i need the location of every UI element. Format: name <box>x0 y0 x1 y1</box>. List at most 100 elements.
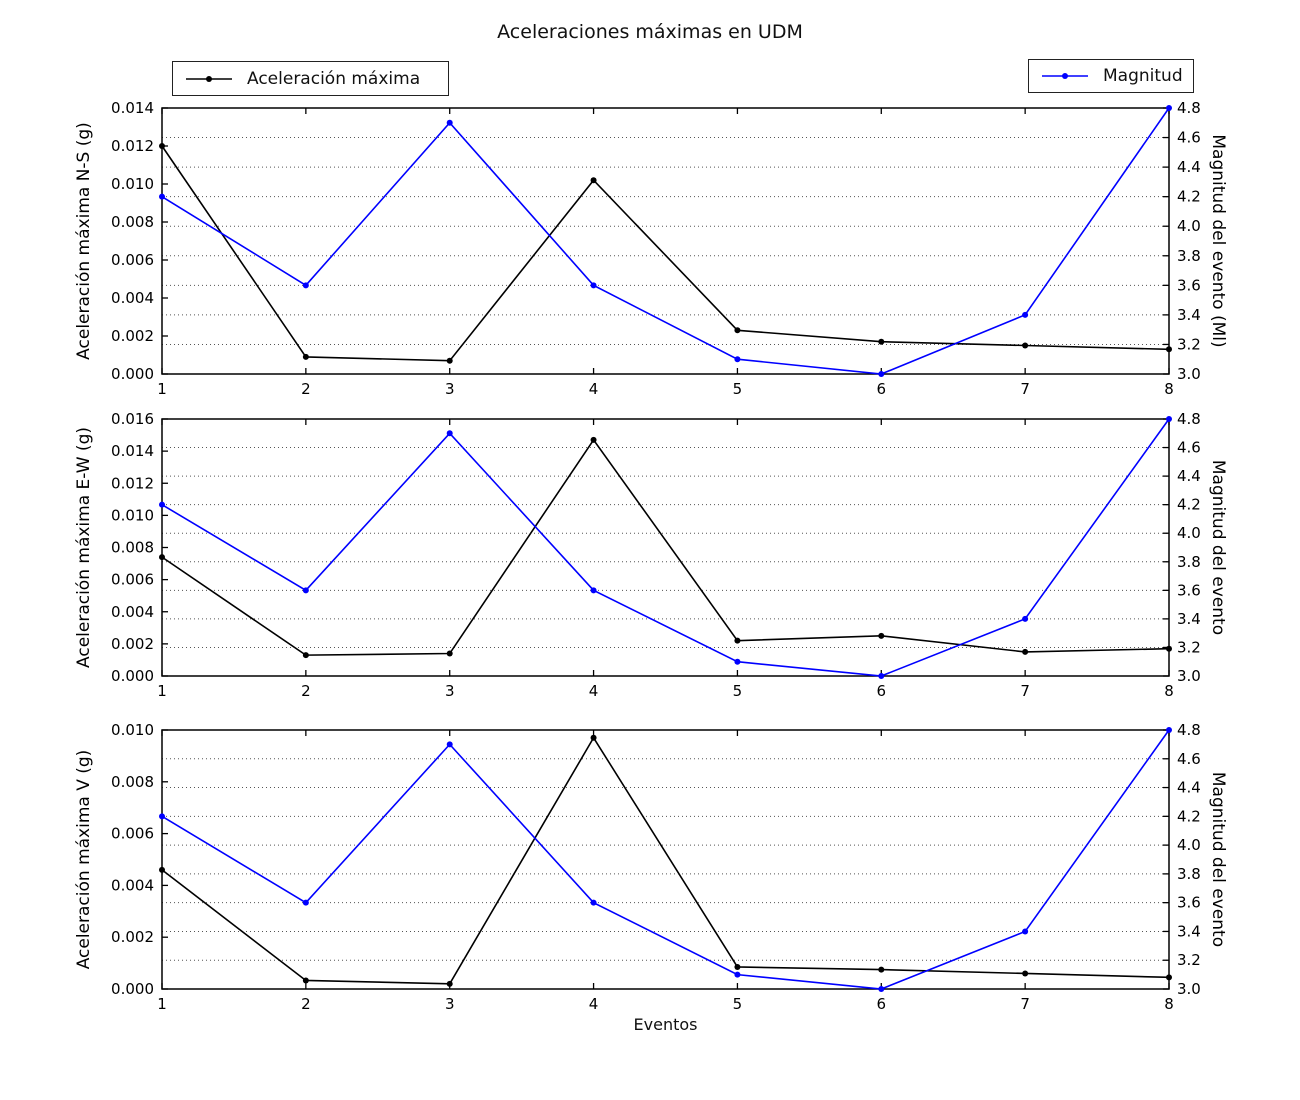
axes-frame <box>161 418 1170 677</box>
y-tick-label-right: 4.0 <box>1177 524 1201 542</box>
aceleracion-line <box>161 145 1170 362</box>
y-tick-label-left: 0.008 <box>111 539 154 557</box>
y-tick-label-left: 0.000 <box>111 980 154 998</box>
y-tick-label-left: 0.004 <box>111 603 154 621</box>
y-tick-label-left: 0.006 <box>111 825 154 843</box>
y-tick-label-right: 4.8 <box>1177 410 1201 428</box>
x-tick-label: 7 <box>1020 380 1030 398</box>
y-tick-label-left: 0.012 <box>111 474 154 492</box>
x-tick-label: 6 <box>877 682 887 700</box>
aceleracion-marker <box>1166 346 1172 353</box>
magnitud-marker <box>878 986 885 992</box>
y-tick-label-right: 3.2 <box>1177 638 1201 656</box>
y-tick-label-right: 4.6 <box>1177 129 1201 147</box>
y-tick-label-right: 4.8 <box>1177 99 1201 117</box>
aceleracion-marker <box>302 977 309 984</box>
magnitud-marker <box>1166 105 1172 111</box>
legend-magnitud: Magnitud <box>1028 59 1194 93</box>
y-tick-label-right: 4.4 <box>1177 467 1201 485</box>
x-tick-label: 1 <box>157 682 167 700</box>
magnitud-marker <box>590 282 597 289</box>
magnitud-marker <box>302 899 309 906</box>
x-tick-label: 6 <box>877 380 887 398</box>
y-tick-label-left: 0.000 <box>111 667 154 685</box>
aceleracion-marker <box>302 353 309 360</box>
magnitud-marker <box>446 119 453 126</box>
y-tick-label-left: 0.000 <box>111 365 154 383</box>
aceleracion-marker <box>734 637 741 644</box>
y-tick-label-left: 0.004 <box>111 289 154 307</box>
aceleracion-marker <box>590 436 597 443</box>
aceleracion-marker <box>1022 648 1029 655</box>
axes-frame <box>161 107 1170 375</box>
magnitud-marker <box>1022 311 1029 318</box>
magnitud-marker <box>302 282 309 289</box>
x-tick-label: 3 <box>445 380 455 398</box>
legend-accel-marker <box>206 75 212 82</box>
y-tick-label-left: 0.014 <box>111 99 154 117</box>
y-tick-label-right: 4.6 <box>1177 439 1201 457</box>
aceleracion-marker <box>446 650 453 657</box>
x-tick-label: 5 <box>733 995 743 1013</box>
aceleracion-marker <box>1166 974 1172 981</box>
y-axis-label-right: Magnitud del evento (Ml) <box>1208 134 1228 347</box>
aceleracion-marker <box>1166 645 1172 652</box>
y-tick-label-right: 4.8 <box>1177 721 1201 739</box>
aceleracion-line <box>161 736 1170 985</box>
y-tick-label-right: 3.6 <box>1177 581 1201 599</box>
magnitud-line <box>161 418 1170 677</box>
x-tick-label: 7 <box>1020 682 1030 700</box>
y-tick-label-left: 0.010 <box>111 721 154 739</box>
y-tick-label-right: 3.8 <box>1177 247 1201 265</box>
legend-aceleracion-maxima: Aceleración máxima <box>172 61 449 96</box>
aceleracion-marker <box>1022 970 1029 977</box>
magnitud-marker <box>302 587 309 594</box>
aceleracion-marker <box>878 338 885 345</box>
x-tick-label: 3 <box>445 995 455 1013</box>
y-tick-label-left: 0.008 <box>111 213 154 231</box>
y-tick-label-left: 0.006 <box>111 571 154 589</box>
x-tick-label: 5 <box>733 380 743 398</box>
magnitud-marker <box>159 813 165 820</box>
y-tick-label-right: 4.2 <box>1177 188 1201 206</box>
y-tick-label-left: 0.010 <box>111 175 154 193</box>
x-tick-label: 5 <box>733 682 743 700</box>
y-tick-label-right: 4.0 <box>1177 217 1201 235</box>
aceleracion-marker <box>159 143 165 149</box>
chart-title: Aceleraciones máximas en UDM <box>497 21 803 43</box>
y-tick-label-left: 0.002 <box>111 635 154 653</box>
x-tick-label: 2 <box>301 995 311 1013</box>
aceleracion-marker <box>878 632 885 639</box>
y-tick-label-right: 4.2 <box>1177 496 1201 514</box>
y-tick-label-right: 3.4 <box>1177 610 1201 628</box>
magnitud-marker <box>734 971 741 978</box>
aceleracion-line <box>161 438 1170 656</box>
magnitud-marker <box>1022 615 1029 622</box>
x-tick-label: 8 <box>1164 995 1174 1013</box>
aceleracion-marker <box>446 980 453 987</box>
aceleracion-marker <box>734 327 741 334</box>
magnitud-marker <box>1166 727 1172 733</box>
aceleracion-marker <box>590 734 597 741</box>
y-tick-label-right: 4.2 <box>1177 807 1201 825</box>
x-tick-label: 2 <box>301 682 311 700</box>
y-tick-label-right: 3.0 <box>1177 667 1201 685</box>
magnitud-marker <box>878 673 885 679</box>
aceleracion-marker <box>446 357 453 364</box>
aceleracion-marker <box>590 177 597 184</box>
magnitud-marker <box>159 193 165 200</box>
x-tick-label: 4 <box>589 682 599 700</box>
x-tick-label: 4 <box>589 380 599 398</box>
y-tick-label-right: 3.6 <box>1177 276 1201 294</box>
legend-mag-label: Magnitud <box>1103 66 1183 86</box>
y-tick-label-left: 0.010 <box>111 506 154 524</box>
subplot-ew: 0.000 0.002 0.004 0.006 0.008 0.010 0.012 0.014… <box>74 410 1228 700</box>
y-tick-label-left: 0.006 <box>111 251 154 269</box>
y-tick-label-right: 4.0 <box>1177 836 1201 854</box>
y-tick-label-right: 3.4 <box>1177 306 1201 324</box>
y-tick-label-left: 0.012 <box>111 137 154 155</box>
y-axis-label-right: Magnitud del evento <box>1208 772 1228 947</box>
y-tick-label-right: 4.4 <box>1177 158 1201 176</box>
